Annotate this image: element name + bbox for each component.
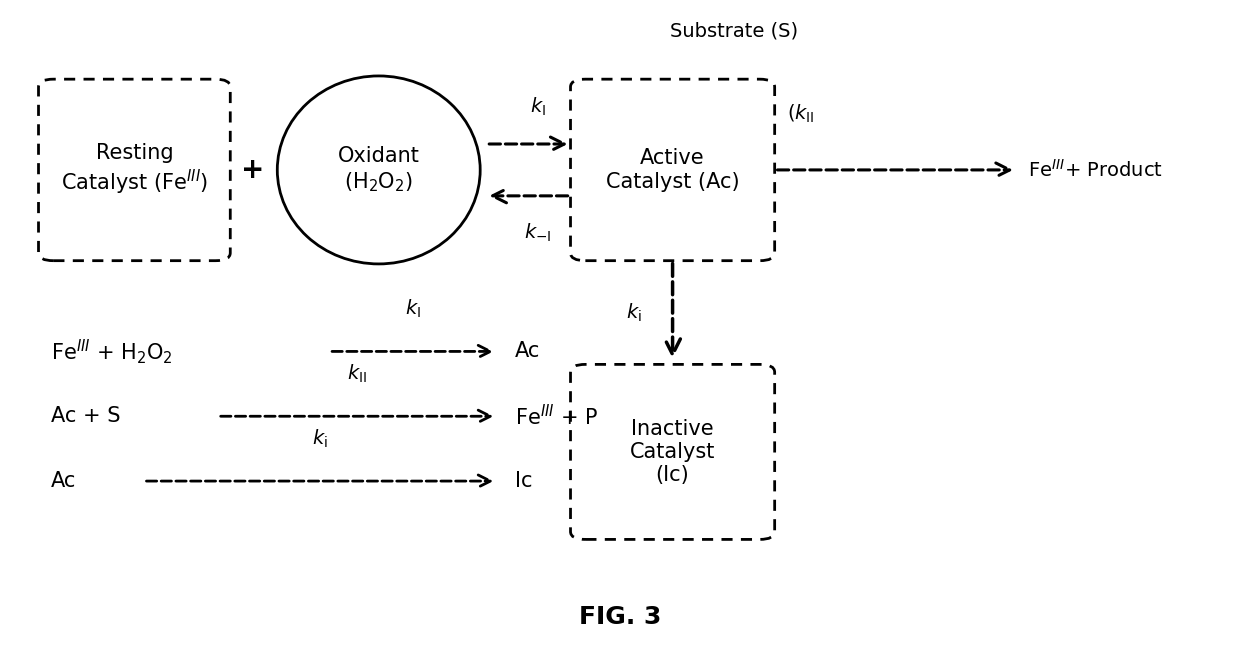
Text: Ac: Ac xyxy=(51,471,76,491)
Text: Fe$^{III}$ + H$_2$O$_2$: Fe$^{III}$ + H$_2$O$_2$ xyxy=(51,337,172,366)
Text: $k_{-\rm I}$: $k_{-\rm I}$ xyxy=(525,222,552,244)
FancyBboxPatch shape xyxy=(570,365,775,540)
FancyBboxPatch shape xyxy=(570,79,775,260)
Text: Substrate (S): Substrate (S) xyxy=(671,21,799,40)
Text: Ac + S: Ac + S xyxy=(51,406,120,426)
Text: Ac: Ac xyxy=(515,341,541,361)
Text: $k_{\rm i}$: $k_{\rm i}$ xyxy=(312,428,327,450)
Text: $(k_{\rm II}$: $(k_{\rm II}$ xyxy=(787,102,815,124)
Text: Active
Catalyst (Ac): Active Catalyst (Ac) xyxy=(606,148,739,191)
Text: Fe$^{III}$+ Product: Fe$^{III}$+ Product xyxy=(1028,159,1163,181)
Text: $k_{\rm I}$: $k_{\rm I}$ xyxy=(404,298,420,320)
Text: Ic: Ic xyxy=(515,471,532,491)
Text: $k_{\rm i}$: $k_{\rm i}$ xyxy=(626,301,641,324)
Ellipse shape xyxy=(278,76,480,264)
Text: Oxidant
(H$_2$O$_2$): Oxidant (H$_2$O$_2$) xyxy=(337,146,419,193)
Text: $k_{\rm II}$: $k_{\rm II}$ xyxy=(347,363,367,385)
Text: +: + xyxy=(241,156,264,184)
Text: Fe$^{III}$ + P: Fe$^{III}$ + P xyxy=(515,404,598,429)
FancyBboxPatch shape xyxy=(38,79,231,260)
Text: Inactive
Catalyst
(Ic): Inactive Catalyst (Ic) xyxy=(630,419,715,485)
Text: Resting
Catalyst (Fe$^{III}$): Resting Catalyst (Fe$^{III}$) xyxy=(61,143,208,197)
Text: $k_{\rm I}$: $k_{\rm I}$ xyxy=(529,96,546,118)
Text: FIG. 3: FIG. 3 xyxy=(579,605,661,630)
